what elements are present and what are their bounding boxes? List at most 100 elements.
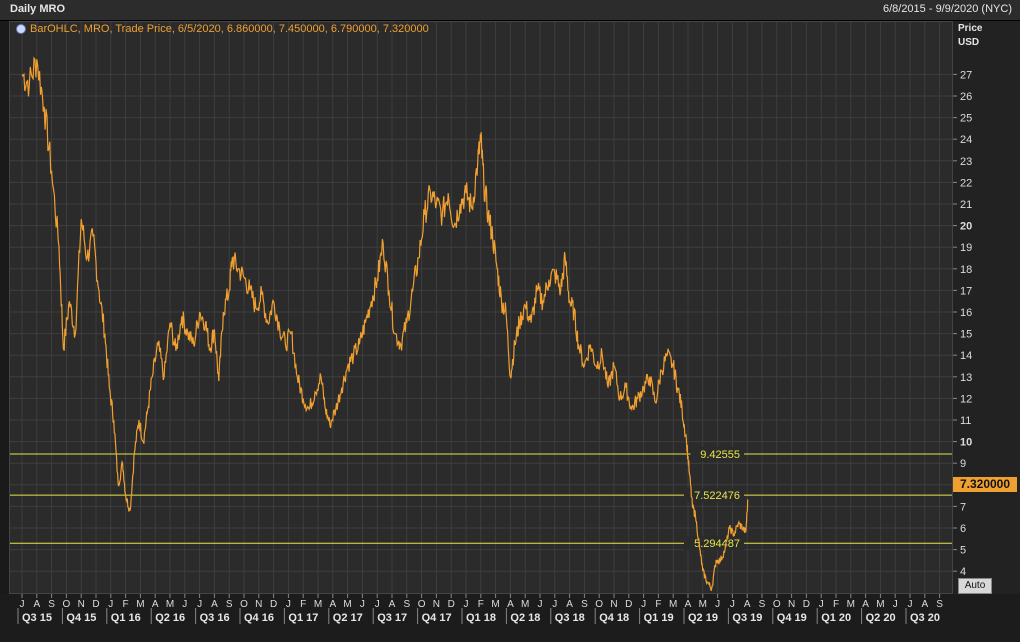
series-legend[interactable]: BarOHLC, MRO, Trade Price, 6/5/2020, 6.8…: [16, 23, 429, 35]
y-tick-label: 18: [960, 264, 972, 276]
quarter-label: Q2 18: [510, 612, 540, 624]
month-label: A: [921, 599, 928, 610]
y-tick-label: 12: [960, 393, 972, 405]
month-label: A: [566, 599, 573, 610]
month-label: J: [730, 599, 735, 610]
quarter-label: Q3 15: [22, 612, 52, 624]
reference-label: 9.42555: [700, 449, 740, 461]
quarter-label: Q4 15: [66, 612, 96, 624]
month-label: O: [595, 599, 603, 610]
quarter-label: Q1 18: [466, 612, 496, 624]
month-label: D: [625, 599, 632, 610]
date-range: 6/8/2015 - 9/9/2020 (NYC): [882, 3, 1012, 15]
month-label: J: [641, 599, 646, 610]
month-label: A: [211, 599, 218, 610]
month-label: J: [197, 599, 202, 610]
quarter-label: Q2 19: [688, 612, 718, 624]
month-label: O: [63, 599, 71, 610]
y-tick-label: 26: [960, 91, 972, 103]
month-label: O: [240, 599, 248, 610]
month-label: N: [433, 599, 440, 610]
month-label: S: [759, 599, 766, 610]
y-tick-label: 21: [960, 199, 972, 211]
month-label: A: [862, 599, 869, 610]
quarter-label: Q1 19: [644, 612, 674, 624]
month-label: N: [255, 599, 262, 610]
month-label: M: [847, 599, 855, 610]
quarter-label: Q4 19: [777, 612, 807, 624]
y-tick-label: 10: [960, 437, 972, 449]
month-label: J: [893, 599, 898, 610]
axis-title-price: Price: [958, 23, 983, 34]
time-axis[interactable]: [0, 594, 1020, 642]
month-label: N: [610, 599, 617, 610]
month-label: S: [581, 599, 588, 610]
reference-label: 7.522476: [694, 490, 740, 502]
y-tick-label: 13: [960, 372, 972, 384]
month-label: F: [123, 599, 129, 610]
month-label: J: [538, 599, 543, 610]
price-series-line: [21, 56, 749, 591]
month-label: A: [329, 599, 336, 610]
month-label: M: [136, 599, 144, 610]
month-label: F: [833, 599, 839, 610]
y-tick-label: 9: [960, 458, 966, 470]
month-label: F: [300, 599, 306, 610]
month-label: O: [418, 599, 426, 610]
month-label: S: [226, 599, 233, 610]
y-tick-label: 20: [960, 221, 972, 233]
month-label: N: [788, 599, 795, 610]
month-label: A: [685, 599, 692, 610]
reference-label-bg: [690, 447, 744, 462]
month-label: S: [403, 599, 410, 610]
month-label: S: [936, 599, 943, 610]
month-label: J: [108, 599, 113, 610]
quarter-label: Q3 17: [377, 612, 407, 624]
month-label: J: [20, 599, 25, 610]
y-tick-label: 15: [960, 329, 972, 341]
y-tick-label: 24: [960, 134, 972, 146]
month-label: D: [92, 599, 99, 610]
price-axis[interactable]: [953, 21, 1020, 594]
month-label: D: [448, 599, 455, 610]
month-label: N: [78, 599, 85, 610]
quarter-label: Q3 19: [732, 612, 762, 624]
reference-label: 5.294487: [694, 538, 740, 550]
month-label: M: [314, 599, 322, 610]
quarter-label: Q4 18: [599, 612, 629, 624]
quarter-label: Q3 18: [555, 612, 585, 624]
month-label: M: [166, 599, 174, 610]
y-tick-label: 19: [960, 242, 972, 254]
month-label: M: [521, 599, 529, 610]
month-label: J: [360, 599, 365, 610]
quarter-label: Q1 20: [821, 612, 851, 624]
auto-scale-button[interactable]: Auto: [958, 578, 992, 594]
month-label: A: [744, 599, 751, 610]
axis-title: Price USD: [958, 22, 982, 50]
month-label: J: [715, 599, 720, 610]
y-tick-label: 11: [960, 415, 971, 427]
y-tick-label: 14: [960, 350, 972, 362]
month-label: M: [491, 599, 499, 610]
quarter-label: Q2 16: [155, 612, 185, 624]
quarter-label: Q1 16: [111, 612, 141, 624]
month-label: O: [773, 599, 781, 610]
header-bar: Daily MRO 6/8/2015 - 9/9/2020 (NYC): [0, 0, 1020, 21]
month-label: M: [669, 599, 677, 610]
month-label: A: [152, 599, 159, 610]
month-label: M: [876, 599, 884, 610]
quarter-label: Q3 20: [910, 612, 940, 624]
last-price-label: 7.320000: [953, 477, 1017, 492]
y-tick-label: 16: [960, 307, 972, 319]
quarter-label: Q1 17: [288, 612, 318, 624]
y-tick-label: 6: [960, 523, 966, 535]
month-label: A: [389, 599, 396, 610]
month-label: A: [33, 599, 40, 610]
month-label: F: [655, 599, 661, 610]
y-tick-label: 25: [960, 113, 972, 125]
month-label: J: [464, 599, 469, 610]
month-label: J: [552, 599, 557, 610]
quarter-label: Q2 20: [866, 612, 896, 624]
reference-label-bg: [684, 488, 744, 503]
